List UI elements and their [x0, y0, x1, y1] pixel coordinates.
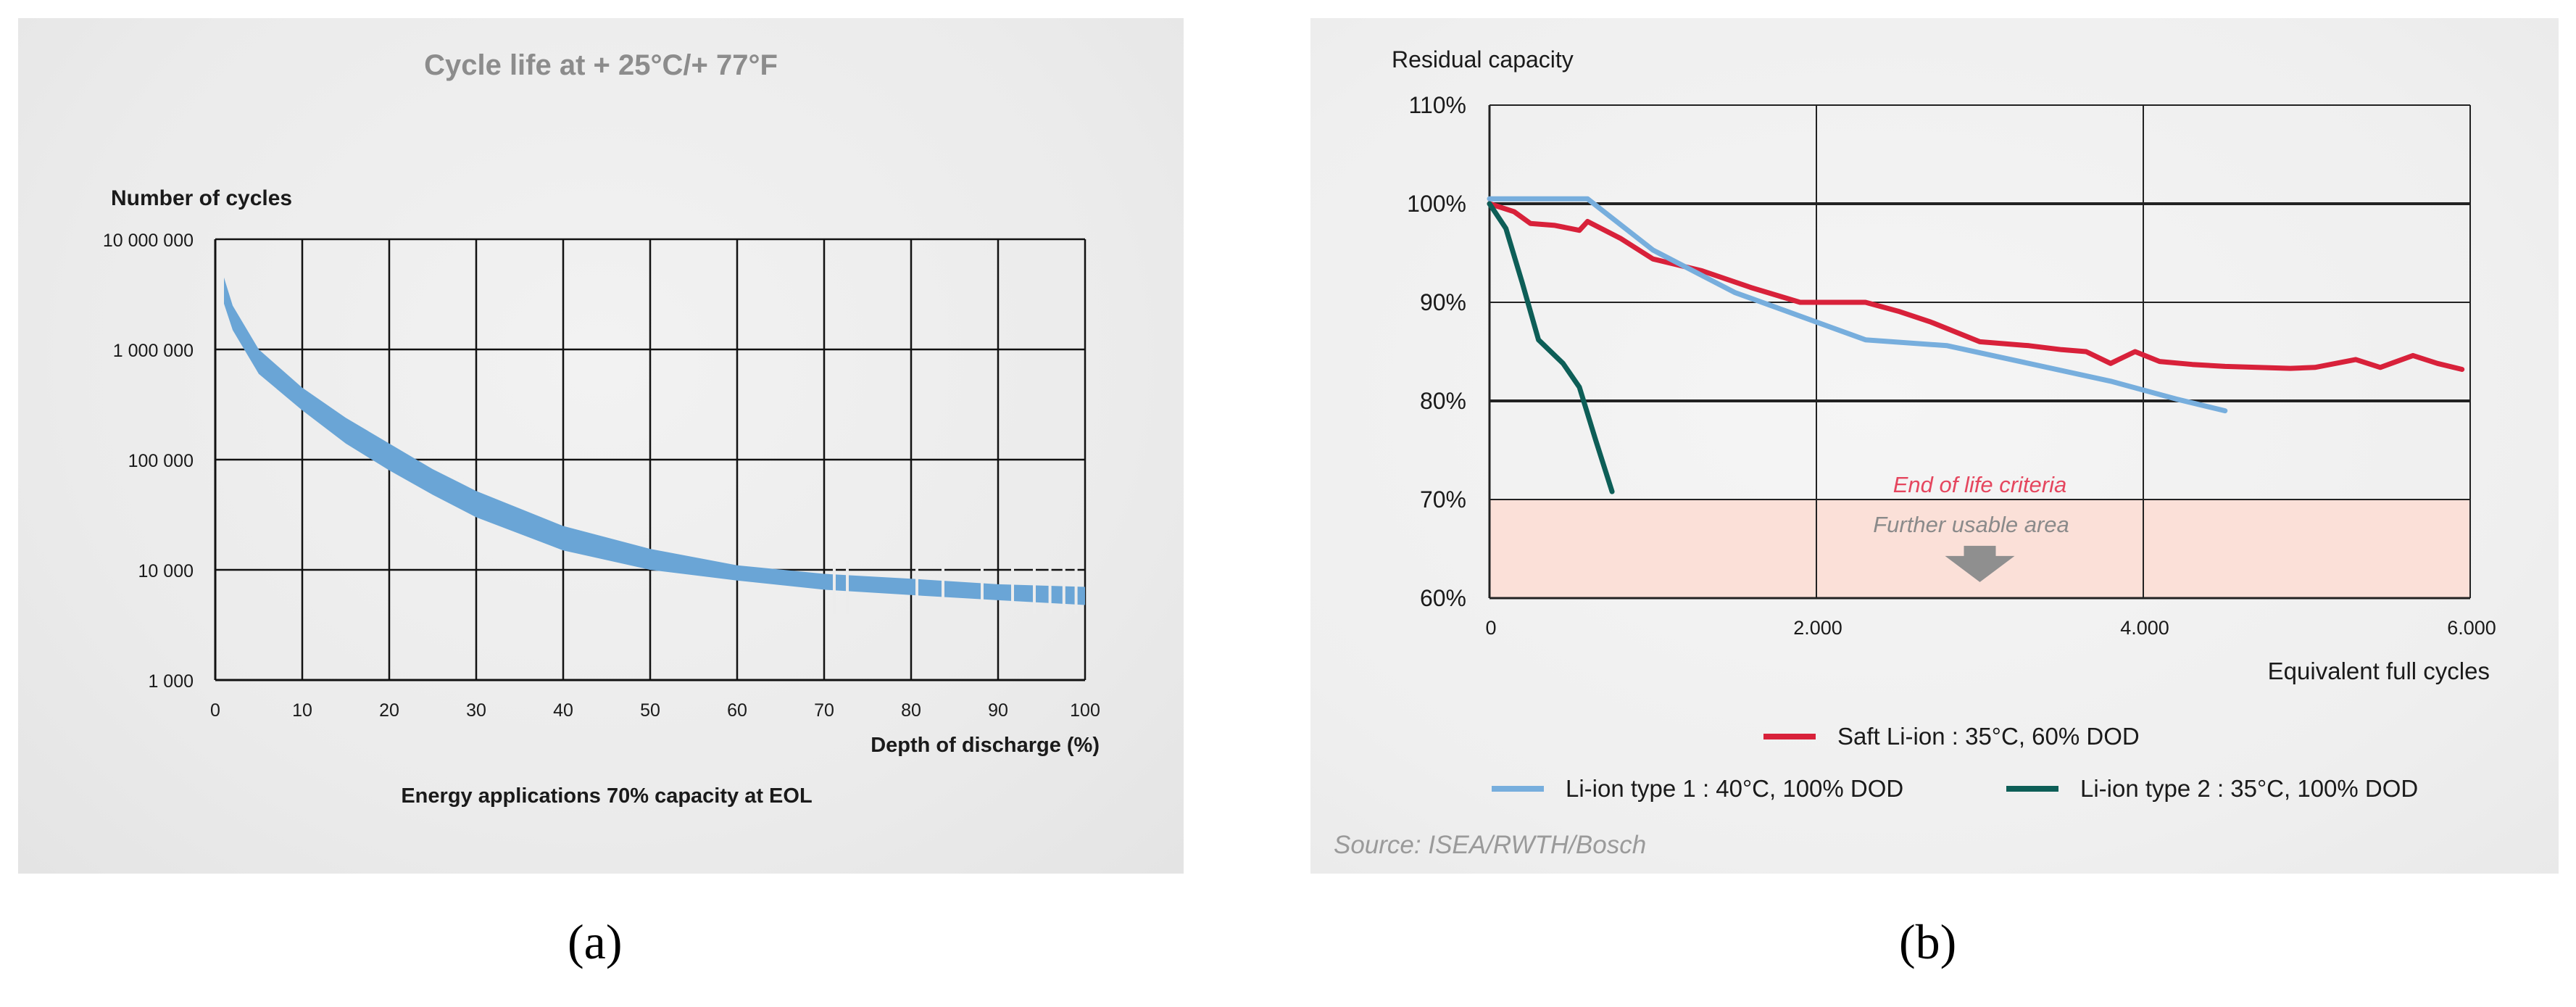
panel-a-label: (a) — [568, 914, 623, 969]
chart-b-x-tick-labels: 0 2.000 4.000 6.000 — [1485, 617, 2496, 639]
chart-a-title: Cycle life at + 25°C/+ 77°F — [424, 49, 778, 81]
y-tick-label: 80% — [1420, 388, 1466, 414]
band-gap-3 — [942, 560, 944, 614]
band-gap-1 — [846, 560, 849, 614]
band-gap-9 — [1074, 560, 1078, 614]
band-gap-8 — [1062, 560, 1065, 614]
y-tick-label: 110% — [1409, 92, 1466, 118]
x-tick-label: 10 — [292, 700, 312, 721]
chart-a-grid — [214, 238, 1087, 681]
x-tick-label: 30 — [466, 700, 486, 721]
x-tick-label: 90 — [988, 700, 1008, 721]
y-tick-label: 10 000 000 — [103, 231, 194, 251]
chart-b-series — [1487, 196, 2465, 494]
chart-b-xlabel: Equivalent full cycles — [2268, 658, 2490, 684]
x-tick-label: 20 — [379, 700, 399, 721]
band-gap-6 — [1033, 560, 1036, 614]
chart-b-y-tick-labels: 60% 70% 80% 90% 100% 110% — [1407, 92, 1466, 611]
y-tick-label: 60% — [1420, 585, 1466, 611]
x-tick-label: 4.000 — [2120, 617, 2169, 639]
chart-a-caption: Energy applications 70% capacity at EOL — [401, 784, 812, 808]
chart-a-panel: Cycle life at + 25°C/+ 77°F Number of cy… — [18, 18, 1184, 874]
x-tick-label: 60 — [727, 700, 747, 721]
chart-b-panel: Residual capacity 60% 70% 80% 90% 100% 110% 0… — [1310, 18, 2559, 874]
chart-a-axes — [214, 239, 1085, 681]
chart-a-x-tick-labels: 0 10 20 30 40 50 60 70 80 90 100 — [210, 700, 1100, 721]
end-of-life-label: End of life criteria — [1893, 472, 2067, 497]
x-tick-label: 6.000 — [2447, 617, 2496, 639]
band-gap-0 — [833, 560, 836, 614]
x-tick-label: 0 — [210, 700, 220, 721]
chart-a: Cycle life at + 25°C/+ 77°F Number of cy… — [103, 49, 1100, 808]
band-gap-4 — [981, 560, 984, 614]
panel-b-label: (b) — [1899, 914, 1957, 969]
further-usable-area-label: Further usable area — [1873, 512, 2069, 537]
down-arrow-shape — [1945, 545, 2015, 582]
cycle-life-band — [224, 277, 1085, 605]
chart-a-xlabel: Depth of discharge (%) — [871, 734, 1100, 757]
x-tick-label: 70 — [814, 700, 834, 721]
x-tick-label: 50 — [640, 700, 660, 721]
down-arrow-icon — [1945, 545, 2015, 582]
y-tick-label: 10 000 — [138, 561, 194, 581]
y-tick-label: 1 000 — [148, 671, 194, 692]
chart-a-ylabel: Number of cycles — [111, 186, 292, 210]
band-gap-2 — [915, 560, 918, 614]
series-line-2 — [1487, 196, 2228, 414]
series-line-3 — [1487, 201, 1615, 494]
y-tick-label: 1 000 000 — [113, 341, 194, 361]
chart-b-legend: Saft Li-ion : 35°C, 60% DOD Li-ion type 1… — [1492, 723, 2418, 802]
chart-a-data — [224, 277, 1085, 614]
chart-b: Residual capacity 60% 70% 80% 90% 100% 110% 0… — [1334, 46, 2496, 859]
x-tick-label: 80 — [901, 700, 921, 721]
chart-b-source: Source: ISEA/RWTH/Bosch — [1334, 831, 1646, 859]
band-gap-7 — [1048, 560, 1052, 614]
legend-label-2: Li-ion type 1 : 40°C, 100% DOD — [1566, 775, 1903, 802]
chart-b-axes — [1488, 105, 2470, 600]
x-tick-label: 2.000 — [1793, 617, 1842, 639]
chart-b-ylabel: Residual capacity — [1392, 46, 1574, 72]
x-tick-label: 100 — [1070, 700, 1100, 721]
legend-label-3: Li-ion type 2 : 35°C, 100% DOD — [2080, 775, 2418, 802]
x-tick-label: 40 — [553, 700, 573, 721]
y-tick-label: 100 000 — [128, 451, 194, 471]
band-gap-5 — [1011, 560, 1014, 614]
y-tick-label: 90% — [1420, 289, 1466, 315]
chart-a-y-tick-labels: 1 000 10 000 100 000 1 000 000 10 000 000 — [103, 231, 194, 692]
series-line-1 — [1487, 201, 2465, 372]
x-tick-label: 0 — [1485, 617, 1496, 639]
y-tick-label: 70% — [1420, 486, 1466, 513]
legend-label-1: Saft Li-ion : 35°C, 60% DOD — [1837, 723, 2140, 750]
y-tick-label: 100% — [1407, 191, 1466, 217]
